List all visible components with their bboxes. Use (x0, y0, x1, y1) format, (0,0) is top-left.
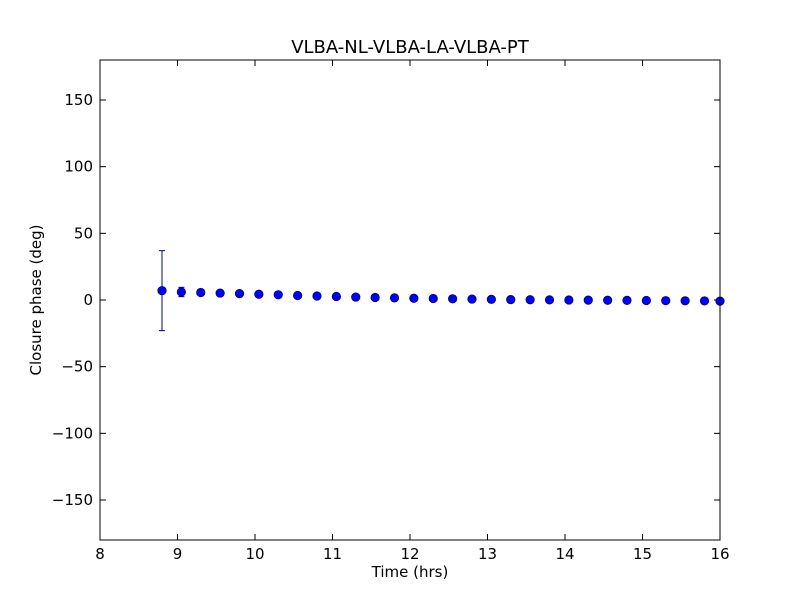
data-point (331, 291, 341, 302)
x-tick-label: 10 (245, 545, 264, 563)
data-point (273, 290, 283, 300)
x-tick-label: 9 (173, 545, 183, 563)
y-tick-label: −150 (52, 491, 93, 509)
data-markers (157, 286, 725, 306)
data-point (699, 296, 710, 306)
data-point (622, 295, 632, 305)
data-point (583, 295, 593, 305)
y-tick-label: 150 (64, 91, 93, 109)
data-point (680, 296, 690, 306)
x-tick-label: 14 (555, 545, 574, 563)
data-point (176, 287, 186, 297)
data-point (312, 291, 322, 301)
data-point (486, 294, 496, 304)
data-point (467, 294, 477, 304)
data-point (351, 292, 361, 302)
y-tick-label: 50 (74, 224, 93, 242)
data-point (544, 295, 555, 305)
x-tick-label: 13 (478, 545, 497, 563)
data-point (525, 295, 535, 305)
data-point (157, 286, 167, 296)
data-point (603, 295, 613, 305)
y-tick-label: −50 (61, 358, 93, 376)
x-tick-label: 11 (323, 545, 342, 563)
y-tick-label: 0 (83, 291, 93, 309)
x-tick-label: 16 (710, 545, 729, 563)
data-point (428, 293, 438, 304)
data-point (409, 293, 419, 303)
x-tick-label: 8 (95, 545, 105, 563)
data-point (293, 290, 303, 301)
data-point (661, 296, 671, 306)
y-axis-label: Closure phase (deg) (27, 225, 45, 376)
x-tick-label: 12 (400, 545, 419, 563)
x-axis-ticks: 8 9 10 11 12 13 14 15 16 (95, 60, 730, 563)
axes-frame (99, 59, 721, 541)
y-axis-ticks: −150 −100 −50 0 50 100 150 (52, 91, 720, 509)
data-point (506, 294, 516, 305)
x-tick-label: 15 (633, 545, 652, 563)
data-point (215, 288, 225, 298)
data-point (389, 293, 400, 303)
data-point (234, 288, 245, 299)
y-tick-label: −100 (52, 424, 93, 442)
data-point (370, 292, 380, 303)
x-axis-label: Time (hrs) (371, 563, 449, 581)
data-point (641, 295, 651, 306)
data-point (254, 289, 264, 299)
data-point (448, 294, 458, 304)
y-tick-label: 100 (64, 158, 93, 176)
chart-title: VLBA-NL-VLBA-LA-VLBA-PT (291, 37, 530, 58)
data-point (196, 287, 206, 298)
data-point (564, 295, 574, 305)
